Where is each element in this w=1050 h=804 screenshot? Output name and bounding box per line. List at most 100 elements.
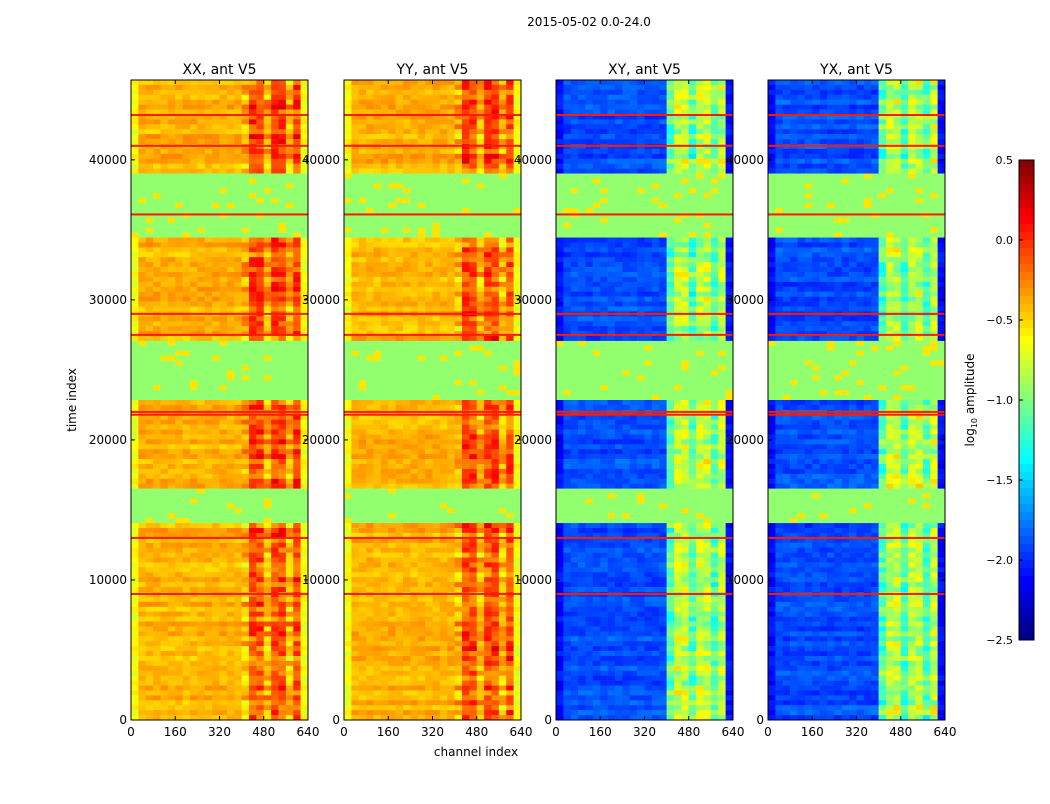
heatmap-cell xyxy=(242,469,250,474)
heatmap-cell xyxy=(366,169,374,174)
heatmap-cell xyxy=(286,582,294,587)
heatmap-cell xyxy=(190,174,198,179)
heatmap-cell xyxy=(153,390,161,395)
heatmap-cell xyxy=(220,503,228,508)
heatmap-cell xyxy=(271,238,279,243)
heatmap-cell xyxy=(227,129,235,134)
heatmap-cell xyxy=(242,159,250,164)
heatmap-cell xyxy=(366,297,374,302)
heatmap-cell xyxy=(499,164,507,169)
heatmap-cell xyxy=(477,267,485,272)
heatmap-cell xyxy=(271,656,279,661)
heatmap-cell xyxy=(455,159,463,164)
heatmap-cell xyxy=(440,139,448,144)
heatmap-cell xyxy=(359,80,367,85)
heatmap-cell xyxy=(264,85,272,90)
heatmap-cell xyxy=(455,228,463,233)
heatmap-cell xyxy=(183,282,191,287)
heatmap-cell xyxy=(477,425,485,430)
heatmap-cell xyxy=(388,346,396,351)
heatmap-cell xyxy=(264,622,272,627)
heatmap-cell xyxy=(499,100,507,105)
heatmap-cell xyxy=(351,257,359,262)
heatmap-cell xyxy=(484,257,492,262)
heatmap-cell xyxy=(161,233,169,238)
heatmap-cell xyxy=(264,105,272,110)
heatmap-cell xyxy=(183,607,191,612)
heatmap-cell xyxy=(205,351,213,356)
heatmap-cell xyxy=(249,218,257,223)
heatmap-cell xyxy=(205,464,213,469)
heatmap-cell xyxy=(447,292,455,297)
heatmap-cell xyxy=(220,203,228,208)
heatmap-cell xyxy=(388,223,396,228)
heatmap-cell xyxy=(220,154,228,159)
heatmap-cell xyxy=(183,223,191,228)
heatmap-cell xyxy=(396,203,404,208)
heatmap-cell xyxy=(227,558,235,563)
heatmap-cell xyxy=(514,85,522,90)
heatmap-cell xyxy=(146,641,154,646)
heatmap-cell xyxy=(403,149,411,154)
heatmap-cell xyxy=(440,434,448,439)
heatmap-cell xyxy=(183,503,191,508)
heatmap-cell xyxy=(264,321,272,326)
heatmap-cell xyxy=(293,562,301,567)
heatmap-cell xyxy=(366,100,374,105)
heatmap-cell xyxy=(293,518,301,523)
heatmap-cell xyxy=(242,474,250,479)
heatmap-cell xyxy=(279,134,287,139)
heatmap-cell xyxy=(293,503,301,508)
heatmap-cell xyxy=(286,425,294,430)
heatmap-cell xyxy=(183,636,191,641)
heatmap-cell xyxy=(227,257,235,262)
heatmap-cell xyxy=(396,439,404,444)
heatmap-cell xyxy=(403,262,411,267)
heatmap-cell xyxy=(205,494,213,499)
heatmap-cell xyxy=(227,479,235,484)
heatmap-cell xyxy=(138,85,146,90)
heatmap-cell xyxy=(374,252,382,257)
heatmap-cell xyxy=(279,302,287,307)
heatmap-cell xyxy=(359,228,367,233)
heatmap-cell xyxy=(279,439,287,444)
heatmap-cell xyxy=(418,444,426,449)
heatmap-cell xyxy=(506,405,514,410)
heatmap-cell xyxy=(138,154,146,159)
heatmap-cell xyxy=(440,326,448,331)
heatmap-cell xyxy=(410,430,418,435)
heatmap-cell xyxy=(153,316,161,321)
heatmap-cell xyxy=(286,346,294,351)
heatmap-cell xyxy=(506,326,514,331)
heatmap-cell xyxy=(271,95,279,100)
heatmap-cell xyxy=(256,119,264,124)
heatmap-cell xyxy=(351,105,359,110)
heatmap-cell xyxy=(469,366,477,371)
heatmap-cell xyxy=(175,572,183,577)
heatmap-cell xyxy=(168,395,176,400)
heatmap-cell xyxy=(455,198,463,203)
heatmap-cell xyxy=(366,262,374,267)
heatmap-cell xyxy=(205,346,213,351)
heatmap-cell xyxy=(175,95,183,100)
heatmap-cell xyxy=(212,159,220,164)
heatmap-cell xyxy=(492,164,500,169)
heatmap-cell xyxy=(455,292,463,297)
heatmap-cell xyxy=(477,444,485,449)
heatmap-cell xyxy=(146,454,154,459)
heatmap-cell xyxy=(197,183,205,188)
heatmap-cell xyxy=(264,134,272,139)
y-tick-label: 40000 xyxy=(89,153,127,167)
heatmap-cell xyxy=(227,666,235,671)
heatmap-cell xyxy=(374,129,382,134)
heatmap-cell xyxy=(447,193,455,198)
heatmap-cell xyxy=(418,110,426,115)
heatmap-cell xyxy=(212,597,220,602)
heatmap-cell xyxy=(506,287,514,292)
heatmap-cell xyxy=(212,700,220,705)
heatmap-cell xyxy=(506,188,514,193)
heatmap-cell xyxy=(462,351,470,356)
heatmap-cell xyxy=(447,233,455,238)
heatmap-cell xyxy=(455,400,463,405)
heatmap-cell xyxy=(279,484,287,489)
